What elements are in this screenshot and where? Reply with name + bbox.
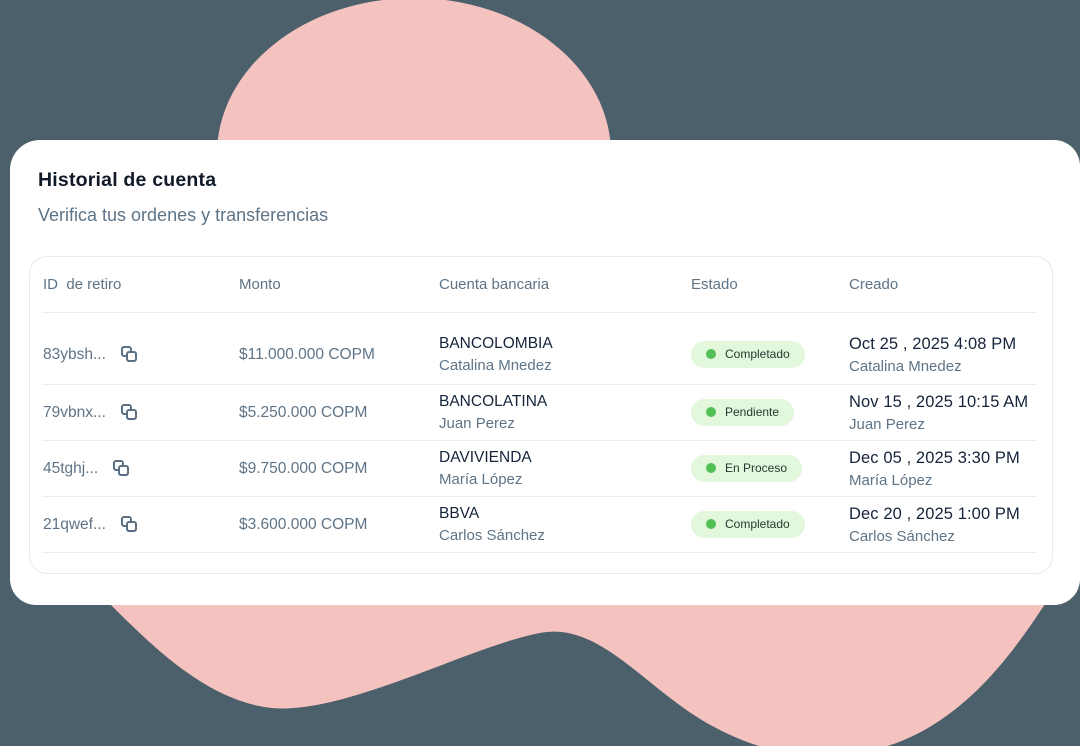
withdrawal-id: 79vbnx...	[43, 403, 106, 421]
created-by: Catalina Mnedez	[849, 357, 962, 375]
copy-icon-front	[118, 465, 130, 476]
table-row: 79vbnx... $5.250.000 COPM BANCOLATINA Ju…	[30, 385, 1052, 440]
status-cell: Completado	[691, 511, 849, 538]
table-row: 83ybsh... $11.000.000 COPM BANCOLOMBIA C…	[30, 313, 1052, 384]
account-holder: María López	[439, 471, 523, 488]
withdrawal-id-cell: 83ybsh...	[43, 346, 239, 364]
withdrawal-id: 21qwef...	[43, 515, 106, 533]
bank-account-cell: BANCOLATINA Juan Perez	[439, 393, 691, 432]
created-date: Nov 15 , 2025 10:15 AM	[849, 392, 1029, 411]
status-cell: Completado	[691, 341, 849, 368]
withdrawal-id: 45tghj...	[43, 459, 99, 477]
created-date: Dec 05 , 2025 3:30 PM	[849, 448, 1020, 467]
column-header-created: Creado	[849, 276, 899, 293]
bank-account-cell: DAVIVIENDA María López	[439, 449, 691, 488]
column-header-status: Estado	[691, 276, 738, 293]
created-by: Carlos Sánchez	[849, 527, 955, 545]
row-divider	[42, 496, 1036, 497]
status-cell: Pendiente	[691, 399, 849, 426]
account-holder: Juan Perez	[439, 415, 515, 432]
status-dot-icon	[706, 463, 716, 473]
bottom-pink-blob	[104, 598, 1049, 746]
copy-icon-front	[125, 351, 137, 362]
copy-icon[interactable]	[120, 516, 138, 533]
account-holder: Catalina Mnedez	[439, 357, 552, 374]
status-label: En Proceso	[725, 461, 788, 475]
account-holder: Carlos Sánchez	[439, 527, 545, 544]
created-date: Oct 25 , 2025 4:08 PM	[849, 334, 1017, 353]
withdrawal-id-cell: 79vbnx...	[43, 404, 239, 422]
bank-account-cell: BANCOLOMBIA Catalina Mnedez	[439, 335, 691, 374]
created-by: María López	[849, 471, 933, 489]
row-divider	[42, 440, 1036, 441]
status-badge: En Proceso	[691, 455, 803, 482]
withdrawal-amount: $9.750.000 COPM	[239, 459, 368, 477]
copy-icon[interactable]	[120, 346, 138, 363]
account-history-card: Historial de cuenta Verifica tus ordenes…	[10, 140, 1080, 605]
withdrawal-id-cell: 21qwef...	[43, 516, 239, 534]
table-row: 21qwef... $3.600.000 COPM BBVA Carlos Sá…	[30, 497, 1052, 552]
withdrawal-amount: $3.600.000 COPM	[239, 515, 368, 533]
withdrawals-table: ID de retiro Monto Cuenta bancaria Estad…	[29, 256, 1053, 574]
bank-name: BANCOLATINA	[439, 393, 548, 410]
copy-icon-front	[125, 521, 137, 532]
status-dot-icon	[706, 349, 716, 359]
page-title: Historial de cuenta	[38, 169, 217, 191]
status-cell: En Proceso	[691, 455, 849, 482]
column-header-id: ID de retiro	[43, 276, 122, 293]
status-label: Completado	[725, 347, 790, 361]
status-badge: Completado	[691, 341, 805, 368]
bank-name: BANCOLOMBIA	[439, 335, 553, 352]
status-badge: Completado	[691, 511, 805, 538]
column-header-amount: Monto	[239, 276, 281, 293]
row-divider	[42, 312, 1036, 313]
status-label: Completado	[725, 517, 790, 531]
created-date: Dec 20 , 2025 1:00 PM	[849, 504, 1020, 523]
table-row: 45tghj... $9.750.000 COPM DAVIVIENDA Mar…	[30, 441, 1052, 496]
copy-icon-front	[125, 409, 137, 420]
withdrawal-id-cell: 45tghj...	[43, 460, 239, 478]
bank-name: DAVIVIENDA	[439, 449, 532, 466]
row-divider	[42, 384, 1036, 385]
created-cell: Dec 05 , 2025 3:30 PM María López	[849, 449, 1052, 489]
copy-icon[interactable]	[113, 460, 130, 477]
withdrawal-amount: $11.000.000 COPM	[239, 345, 375, 363]
column-header-bank-account: Cuenta bancaria	[439, 276, 550, 293]
status-label: Pendiente	[725, 405, 780, 419]
table-header-row: ID de retiro Monto Cuenta bancaria Estad…	[30, 257, 1052, 312]
status-badge: Pendiente	[691, 399, 795, 426]
withdrawal-amount: $5.250.000 COPM	[239, 403, 368, 421]
created-cell: Dec 20 , 2025 1:00 PM Carlos Sánchez	[849, 505, 1052, 545]
created-cell: Oct 25 , 2025 4:08 PM Catalina Mnedez	[849, 335, 1052, 375]
row-divider	[42, 552, 1036, 553]
created-by: Juan Perez	[849, 415, 925, 433]
withdrawal-id: 83ybsh...	[43, 345, 106, 363]
status-dot-icon	[706, 407, 716, 417]
page-subtitle: Verifica tus ordenes y transferencias	[38, 205, 329, 225]
status-dot-icon	[706, 519, 716, 529]
bank-name: BBVA	[439, 505, 480, 522]
created-cell: Nov 15 , 2025 10:15 AM Juan Perez	[849, 393, 1052, 433]
bank-account-cell: BBVA Carlos Sánchez	[439, 505, 691, 544]
copy-icon[interactable]	[120, 404, 138, 421]
